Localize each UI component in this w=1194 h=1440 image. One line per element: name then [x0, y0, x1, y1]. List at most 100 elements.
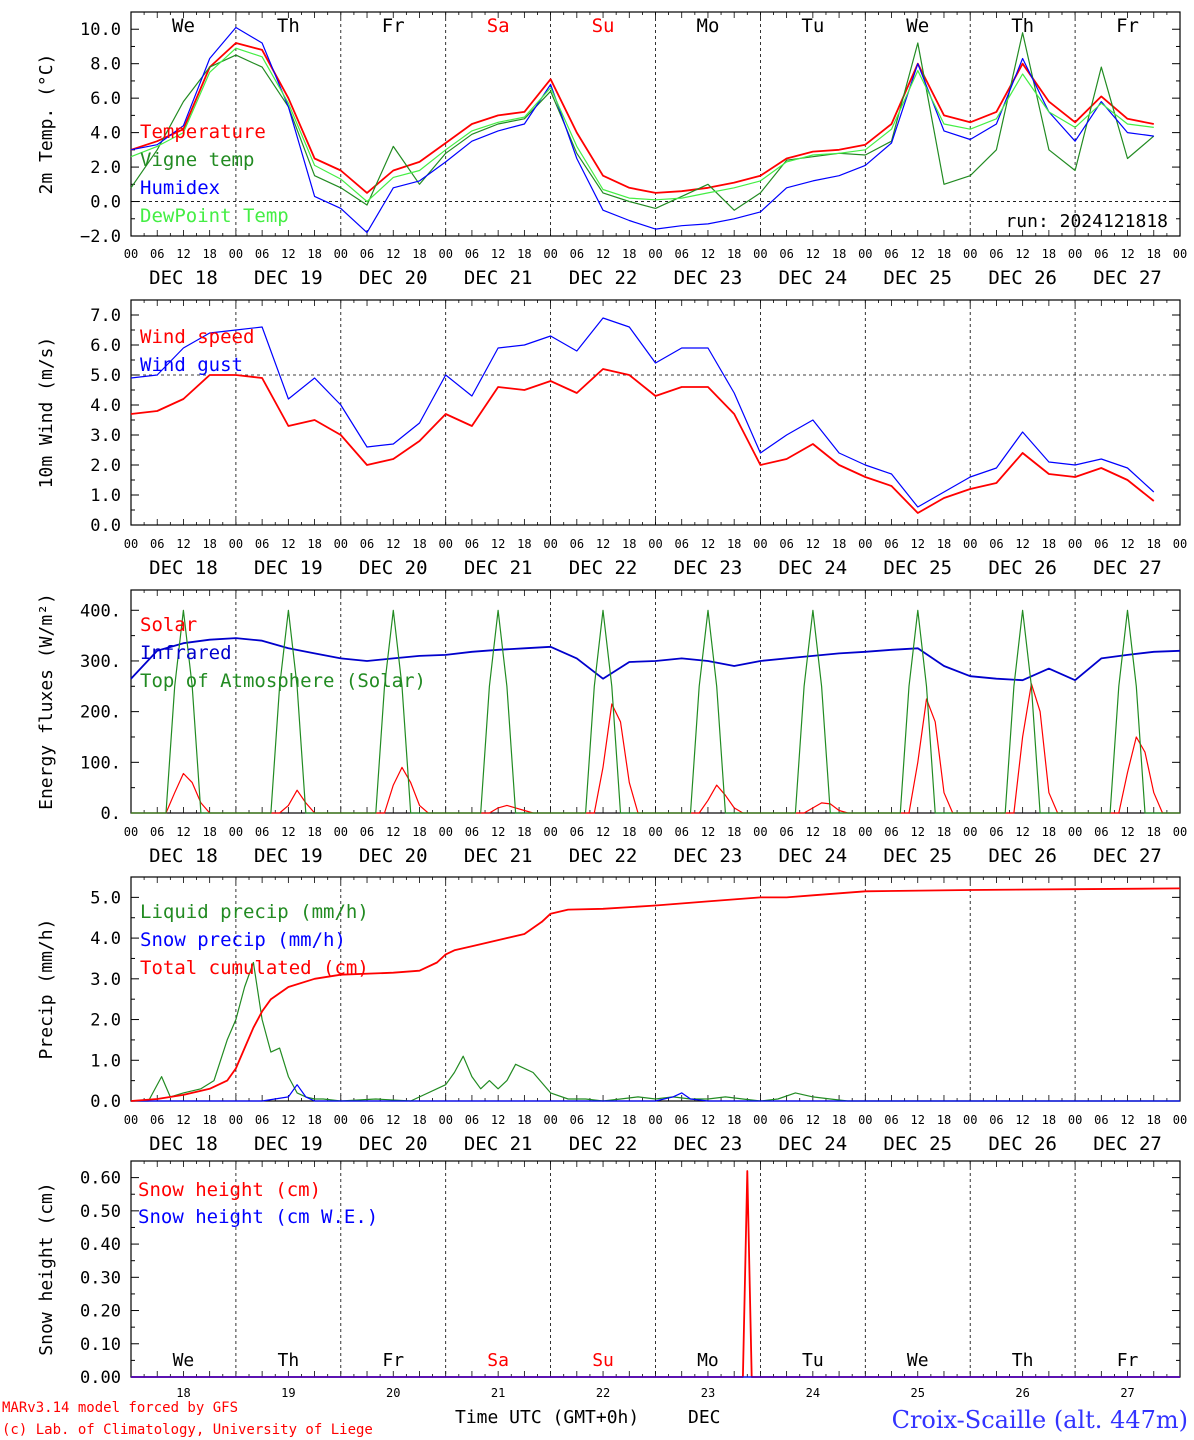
series-line — [130, 26, 1154, 234]
hour-tick-label: 06 — [360, 825, 374, 839]
day-label: DEC 18 — [149, 267, 218, 289]
series-line — [130, 637, 1181, 682]
day-label: DEC 25 — [883, 845, 952, 867]
hour-tick-label: 18 — [412, 1113, 426, 1127]
weekday-label: We — [906, 15, 929, 37]
day-label: DEC 25 — [883, 1133, 952, 1155]
y-tick-label: 300. — [80, 652, 121, 672]
panel-2: 7.0 6.0 5.0 4.0 3.0 2.0 1.0 0.0 10m Wind (m/s) Wi… — [36, 299, 1187, 579]
hour-tick-label: 12 — [596, 247, 610, 261]
hour-tick-label: 18 — [307, 537, 321, 551]
y-tick-label: 7.0 — [90, 306, 121, 326]
hour-tick-label: 00 — [648, 537, 662, 551]
legend-entry: Solar — [140, 614, 197, 636]
y-tick-label: 0.30 — [80, 1268, 121, 1288]
hour-tick-label: 00 — [543, 247, 557, 261]
day-number-label: 23 — [701, 1386, 715, 1400]
hour-tick-label: 06 — [465, 1113, 479, 1127]
legend-entry: DewPoint Temp — [140, 205, 289, 227]
y-tick-label: 0.50 — [80, 1202, 121, 1222]
day-label: DEC 18 — [149, 557, 218, 579]
hour-tick-label: 12 — [176, 825, 190, 839]
y-tick-label: 4.0 — [90, 929, 121, 949]
weekday-label: We — [172, 15, 195, 37]
hour-tick-label: 06 — [779, 537, 793, 551]
weekday-label: Mo — [697, 15, 720, 37]
y-axis-label: Precip (mm/h) — [36, 919, 57, 1060]
weekday-label: Fr — [1116, 15, 1139, 37]
y-tick-label: 6.0 — [90, 89, 121, 109]
panel-3: 400. 300. 200. 100. 0. Energy fluxes (W/m²) So… — [36, 589, 1187, 867]
hour-tick-label: 18 — [202, 537, 216, 551]
hour-tick-label: 00 — [124, 1113, 138, 1127]
legend-entry: Snow height (cm) — [138, 1179, 321, 1201]
day-label: DEC 18 — [149, 1133, 218, 1155]
hour-tick-label: 12 — [701, 825, 715, 839]
y-tick-label: 0.40 — [80, 1235, 121, 1255]
hour-tick-label: 12 — [176, 1113, 190, 1127]
y-tick-label: 5.0 — [90, 888, 121, 908]
hour-tick-label: 06 — [255, 537, 269, 551]
hour-tick-label: 06 — [989, 1113, 1003, 1127]
hour-tick-label: 12 — [911, 1113, 925, 1127]
day-label: DEC 21 — [464, 557, 533, 579]
panel-4: 5.0 4.0 3.0 2.0 1.0 0.0 Precip (mm/h) Liquid pr… — [36, 876, 1187, 1155]
y-tick-label: 100. — [80, 753, 121, 773]
hour-tick-label: 06 — [779, 1113, 793, 1127]
hour-tick-label: 06 — [1094, 1113, 1108, 1127]
hour-tick-label: 06 — [570, 825, 584, 839]
hour-tick-label: 12 — [491, 247, 505, 261]
hour-tick-label: 00 — [858, 825, 872, 839]
xaxis-title: Time UTC (GMT+0h) — [455, 1407, 639, 1428]
weekday-label: Sa — [487, 15, 510, 37]
hour-tick-label: 12 — [596, 825, 610, 839]
hour-tick-label: 18 — [1042, 825, 1056, 839]
hour-tick-label: 12 — [1015, 247, 1029, 261]
day-label: DEC 26 — [988, 845, 1057, 867]
legend-entry: Humidex — [140, 177, 220, 199]
weekday-label: Th — [278, 1350, 300, 1371]
y-tick-label: 0. — [101, 804, 121, 824]
day-number-label: 26 — [1015, 1386, 1029, 1400]
hour-tick-label: 18 — [412, 247, 426, 261]
hour-tick-label: 00 — [334, 537, 348, 551]
legend-entry: Wind gust — [140, 354, 243, 376]
hour-tick-label: 00 — [438, 1113, 452, 1127]
hour-tick-label: 00 — [753, 247, 767, 261]
hour-tick-label: 00 — [124, 537, 138, 551]
plot-frame — [130, 589, 1181, 814]
hour-tick-label: 06 — [884, 537, 898, 551]
hour-tick-label: 18 — [727, 537, 741, 551]
hour-tick-label: 00 — [1173, 1113, 1187, 1127]
weekday-label: Su — [592, 15, 615, 37]
hour-tick-label: 06 — [570, 1113, 584, 1127]
hour-tick-label: 00 — [648, 1113, 662, 1127]
y-tick-label: 2.0 — [90, 158, 121, 178]
hour-tick-label: 18 — [517, 537, 531, 551]
day-label: DEC 22 — [569, 1133, 638, 1155]
y-tick-label: 200. — [80, 703, 121, 723]
day-label: DEC 20 — [359, 845, 428, 867]
day-label: DEC 21 — [464, 845, 533, 867]
hour-tick-label: 00 — [438, 537, 452, 551]
hour-tick-label: 00 — [543, 825, 557, 839]
hour-tick-label: 18 — [727, 825, 741, 839]
weekday-label: Th — [277, 15, 300, 37]
series-line — [130, 887, 1181, 1102]
hour-tick-label: 12 — [491, 1113, 505, 1127]
hour-tick-label: 06 — [255, 1113, 269, 1127]
day-label: DEC 19 — [254, 267, 323, 289]
lab-credit: (c) Lab. of Climatology, University of L… — [2, 1422, 373, 1438]
hour-tick-label: 12 — [176, 247, 190, 261]
day-label: DEC 23 — [674, 845, 743, 867]
hour-tick-label: 18 — [517, 1113, 531, 1127]
hour-tick-label: 12 — [701, 537, 715, 551]
panel-5: 0.60 0.50 0.40 0.30 0.20 0.10 0.00 Snow height … — [36, 1160, 1181, 1400]
hour-tick-label: 06 — [674, 247, 688, 261]
hour-tick-label: 00 — [648, 247, 662, 261]
y-tick-label: 0.20 — [80, 1302, 121, 1322]
hour-tick-label: 18 — [832, 1113, 846, 1127]
day-label: DEC 24 — [779, 1133, 848, 1155]
y-tick-label: 0.0 — [90, 193, 121, 213]
model-credit: MARv3.14 model forced by GFS — [2, 1400, 238, 1416]
